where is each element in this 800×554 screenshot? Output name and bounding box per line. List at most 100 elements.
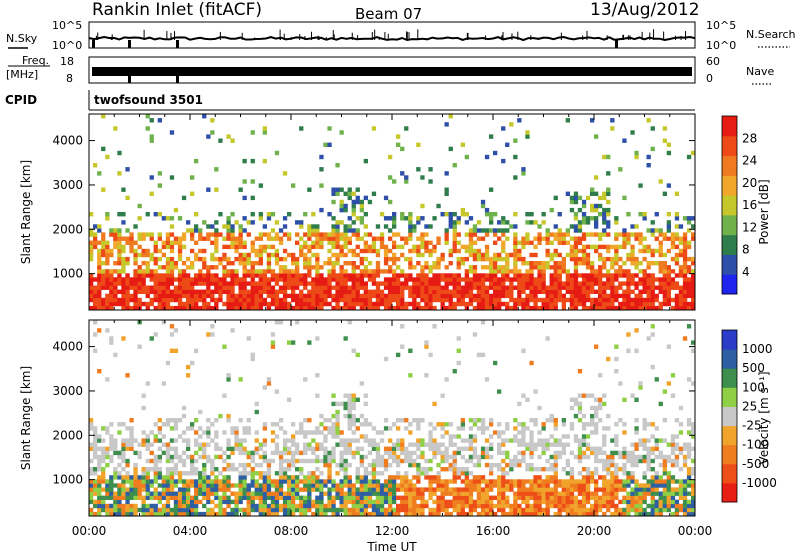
range-time-cell xyxy=(517,442,522,447)
range-time-cell xyxy=(347,487,352,492)
range-time-cell xyxy=(448,479,453,484)
range-time-cell xyxy=(505,236,510,241)
range-time-cell xyxy=(278,240,284,245)
range-time-cell xyxy=(456,507,461,513)
range-time-cell xyxy=(581,483,587,488)
range-time-cell xyxy=(513,305,518,311)
range-time-cell xyxy=(105,244,110,250)
range-time-cell xyxy=(674,301,680,307)
range-time-cell xyxy=(157,454,162,460)
range-time-cell xyxy=(355,277,360,282)
range-time-cell xyxy=(646,487,651,492)
range-time-cell xyxy=(270,212,276,217)
range-time-cell xyxy=(610,475,615,480)
range-time-cell xyxy=(149,289,154,294)
range-time-cell xyxy=(371,471,377,476)
range-time-cell xyxy=(666,273,671,278)
range-time-cell xyxy=(274,281,280,286)
range-time-cell xyxy=(440,426,445,431)
range-time-cell xyxy=(537,454,542,460)
range-time-cell xyxy=(581,511,587,517)
range-time-cell xyxy=(198,248,203,254)
range-time-cell xyxy=(606,191,611,196)
range-time-cell xyxy=(363,293,368,299)
range-time-cell xyxy=(638,442,643,447)
range-time-cell xyxy=(274,261,280,266)
nsky-panel: N.Sky 10^5 10^0 10^5 10^0 N.Search xyxy=(6,19,796,52)
range-time-cell xyxy=(493,261,498,266)
range-time-cell xyxy=(278,458,284,464)
range-time-cell xyxy=(480,305,486,311)
range-time-cell xyxy=(355,352,360,358)
range-time-cell xyxy=(484,511,490,517)
range-time-cell xyxy=(662,126,667,131)
range-time-cell xyxy=(117,248,122,254)
range-time-cell xyxy=(614,422,619,427)
range-time-cell xyxy=(642,277,647,282)
range-time-cell xyxy=(626,507,631,513)
range-time-cell xyxy=(230,328,235,333)
range-time-cell xyxy=(347,422,352,427)
range-time-cell xyxy=(367,277,373,282)
range-time-cell xyxy=(577,442,583,447)
range-time-cell xyxy=(105,377,110,382)
range-time-cell xyxy=(379,462,385,468)
range-time-cell xyxy=(541,507,546,513)
range-time-cell xyxy=(590,187,595,192)
range-time-cell xyxy=(161,442,166,447)
range-time-cell xyxy=(113,450,118,456)
range-time-cell xyxy=(278,491,284,496)
range-time-cell xyxy=(323,297,328,303)
range-time-cell xyxy=(541,277,546,282)
range-time-cell xyxy=(392,240,397,245)
range-time-cell xyxy=(254,248,259,254)
range-time-cell xyxy=(234,220,239,225)
range-time-cell xyxy=(89,422,94,427)
range-time-cell xyxy=(186,487,191,492)
range-time-cell xyxy=(339,265,344,270)
range-time-cell xyxy=(157,495,162,500)
range-time-cell xyxy=(319,511,324,517)
range-time-cell xyxy=(424,265,429,270)
range-time-cell xyxy=(553,426,558,431)
range-time-cell xyxy=(359,475,364,480)
range-time-cell xyxy=(581,503,587,509)
range-time-cell xyxy=(388,236,393,241)
range-time-cell xyxy=(250,475,255,480)
range-time-cell xyxy=(242,252,247,258)
range-time-cell xyxy=(476,256,482,262)
range-time-cell xyxy=(509,293,514,299)
range-time-cell xyxy=(157,446,162,451)
range-time-cell xyxy=(254,261,259,266)
range-time-cell xyxy=(682,462,688,468)
range-time-cell xyxy=(169,244,175,250)
range-time-cell xyxy=(420,499,425,505)
range-time-cell xyxy=(420,175,425,180)
range-time-cell xyxy=(282,216,288,221)
range-time-cell xyxy=(553,281,558,286)
range-time-cell xyxy=(440,273,445,278)
range-time-cell xyxy=(682,240,688,245)
range-time-cell xyxy=(161,450,166,456)
range-time-cell xyxy=(493,293,498,299)
range-time-cell xyxy=(157,305,162,311)
range-time-cell xyxy=(618,167,623,172)
range-time-cell xyxy=(93,236,98,241)
range-time-cell xyxy=(509,507,514,513)
range-time-cell xyxy=(109,252,114,258)
range-time-cell xyxy=(513,277,518,282)
range-time-cell xyxy=(287,495,292,500)
range-time-cell xyxy=(626,332,631,337)
range-time-cell xyxy=(654,277,659,282)
range-time-cell xyxy=(303,212,308,217)
range-time-cell xyxy=(691,430,696,435)
range-time-cell xyxy=(343,228,348,233)
range-time-cell xyxy=(105,305,110,311)
range-time-cell xyxy=(654,499,659,505)
range-time-cell xyxy=(339,467,344,472)
range-time-cell xyxy=(295,446,300,451)
range-time-cell xyxy=(489,269,494,274)
range-time-cell xyxy=(315,503,320,509)
range-time-cell xyxy=(177,293,183,299)
range-time-cell xyxy=(448,491,453,496)
